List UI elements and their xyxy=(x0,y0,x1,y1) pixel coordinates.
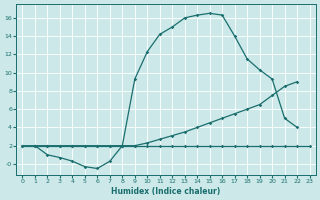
X-axis label: Humidex (Indice chaleur): Humidex (Indice chaleur) xyxy=(111,187,221,196)
